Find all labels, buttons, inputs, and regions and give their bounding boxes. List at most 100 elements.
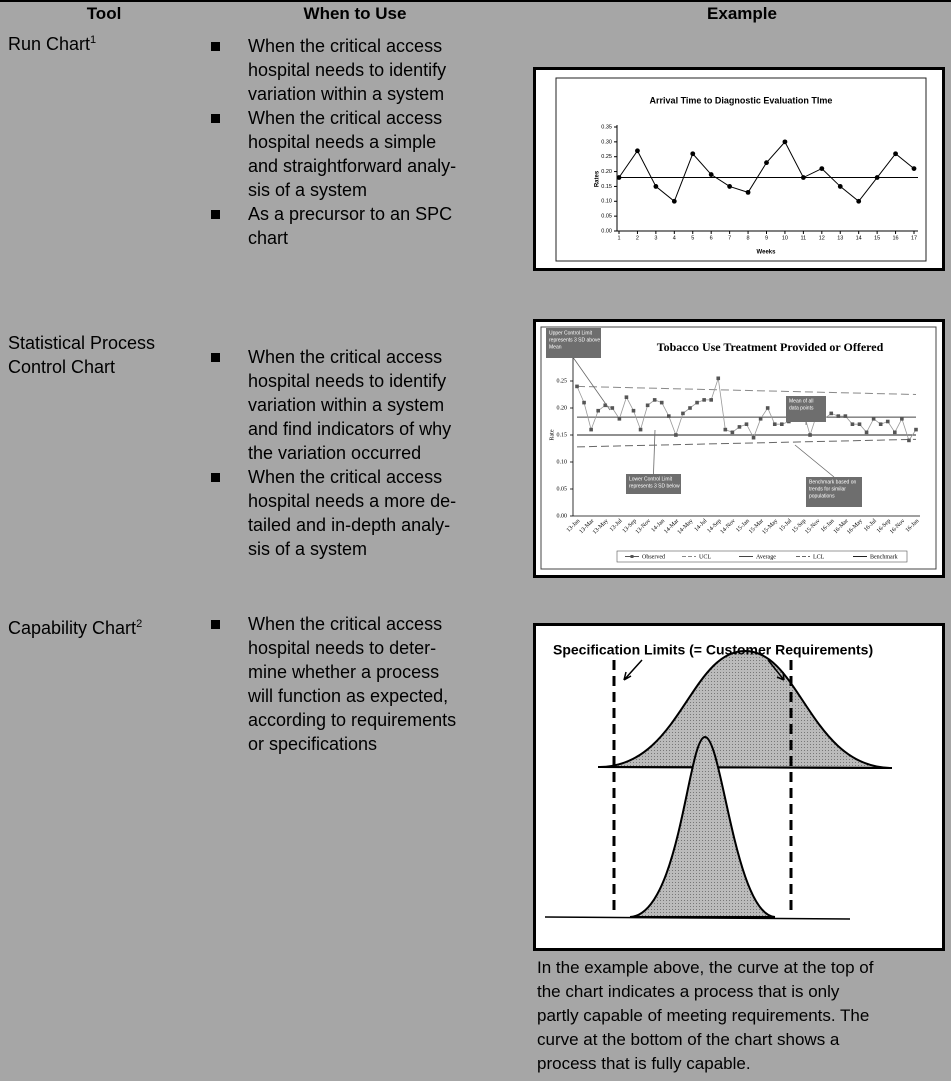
observed-point [723, 427, 728, 432]
annotation-text: represents 3 SD below [629, 483, 680, 489]
data-point [837, 184, 843, 189]
observed-point [893, 430, 897, 435]
bullet-text: variation within a system [248, 395, 445, 415]
observed-point [603, 403, 608, 408]
y-tick-label: 0.15 [601, 184, 612, 190]
annotation-text: Upper Control Limit [549, 330, 593, 336]
x-tick-label: 3 [654, 235, 657, 241]
observed-point [730, 430, 735, 435]
data-point [653, 184, 659, 189]
observed-point [850, 422, 855, 426]
observed-point [631, 408, 636, 413]
figure-title: Specification Limits (= Customer Require… [553, 642, 873, 658]
observed-point [744, 422, 749, 426]
observed-point [843, 414, 848, 418]
data-point [782, 139, 788, 145]
observed-point [582, 400, 586, 405]
bullet [211, 42, 220, 51]
observed-point [737, 425, 742, 429]
observed-point [751, 435, 756, 440]
observed-point [857, 422, 862, 426]
y-tick-label: 0.25 [557, 378, 568, 384]
tool-name: Capability Chart2 [8, 618, 143, 638]
bullet [211, 473, 220, 482]
observed-point [836, 414, 841, 418]
data-point [616, 175, 622, 180]
x-tick-label: 11 [801, 235, 807, 241]
data-point [764, 160, 769, 166]
x-tick-label: 6 [710, 235, 713, 241]
legend-label: Observed [642, 554, 665, 560]
limit-line [576, 438, 917, 448]
x-tick-label: 5 [691, 235, 694, 241]
y-tick-label: 0.05 [557, 486, 568, 492]
observed-point [589, 427, 593, 432]
observed-point [758, 417, 763, 421]
footnote-ref: 2 [136, 618, 143, 630]
bullet-text: hospital needs a more de- [248, 491, 457, 511]
callout [653, 429, 656, 475]
observed-point [709, 398, 713, 402]
y-tick-label: 0.25 [601, 154, 612, 160]
caption-line: the chart indicates a process that is on… [537, 982, 840, 1001]
x-tick-label: 15 [874, 235, 880, 241]
data-point [671, 198, 677, 204]
bullet-text: When the critical access [248, 36, 443, 56]
observed-point [885, 419, 890, 424]
bullet-text: and find indicators of why [248, 419, 452, 439]
y-tick-label: 0.20 [601, 169, 612, 175]
bullet [211, 114, 220, 123]
bullet-text: tailed and in-depth analy- [248, 515, 451, 535]
observed-point [638, 427, 643, 432]
bullet-text: When the critical access [248, 467, 443, 487]
bullet-text: As a precursor to an SPC [248, 204, 453, 224]
legend-label: UCL [699, 554, 711, 560]
observed-point [659, 400, 664, 405]
x-tick-label: 12 [819, 235, 825, 241]
legend-label: LCL [813, 554, 825, 560]
inner-frame [540, 326, 937, 570]
bullet-text: hospital needs a simple [248, 132, 437, 152]
chart-title: Arrival Time to Diagnostic Evaluation TI… [650, 95, 833, 105]
callout [794, 444, 835, 478]
annotation-text: Benchmark based on [809, 479, 856, 485]
tool-name: Statistical Process [8, 333, 156, 353]
y-tick-label: 0.00 [557, 513, 568, 519]
legend-label: Benchmark [870, 554, 898, 560]
observed-point [624, 395, 629, 399]
data-point [635, 148, 640, 154]
bullet-text: sis of a system [248, 539, 368, 559]
data-point [745, 189, 751, 195]
bullet-text: variation within a system [248, 84, 445, 104]
bullet [211, 210, 220, 219]
bullet-text: When the critical access [248, 347, 443, 367]
observed-point [907, 438, 911, 443]
x-axis-label: Weeks [757, 250, 777, 256]
legend-box [616, 550, 908, 563]
data-point [727, 184, 733, 189]
data-point [874, 175, 880, 180]
top-rule [0, 0, 951, 2]
column-header: Tool [86, 4, 122, 23]
observed-point [900, 417, 904, 421]
x-tick-label: 17 [911, 235, 917, 241]
annotation-text: represents 3 SD above [549, 337, 600, 343]
observed-point [765, 406, 770, 410]
x-tick-label: 16 [893, 235, 899, 241]
observed-point [914, 427, 918, 432]
observed-point [674, 433, 678, 437]
x-tick-label: 4 [673, 235, 676, 241]
data-point [856, 198, 862, 204]
x-tick-label: 8 [747, 235, 750, 241]
observed-point [610, 406, 615, 410]
bullet-text: will function as expected, [248, 686, 449, 706]
data-point [690, 151, 696, 157]
y-axis-label: Rate [549, 429, 555, 440]
caption-line: partly capable of meeting requirements. … [537, 1006, 870, 1025]
annotation-text: populations [809, 493, 835, 499]
chart-title: Tobacco Use Treatment Provided or Offere… [657, 340, 884, 354]
observed-point [688, 406, 692, 410]
bullet [211, 353, 220, 362]
